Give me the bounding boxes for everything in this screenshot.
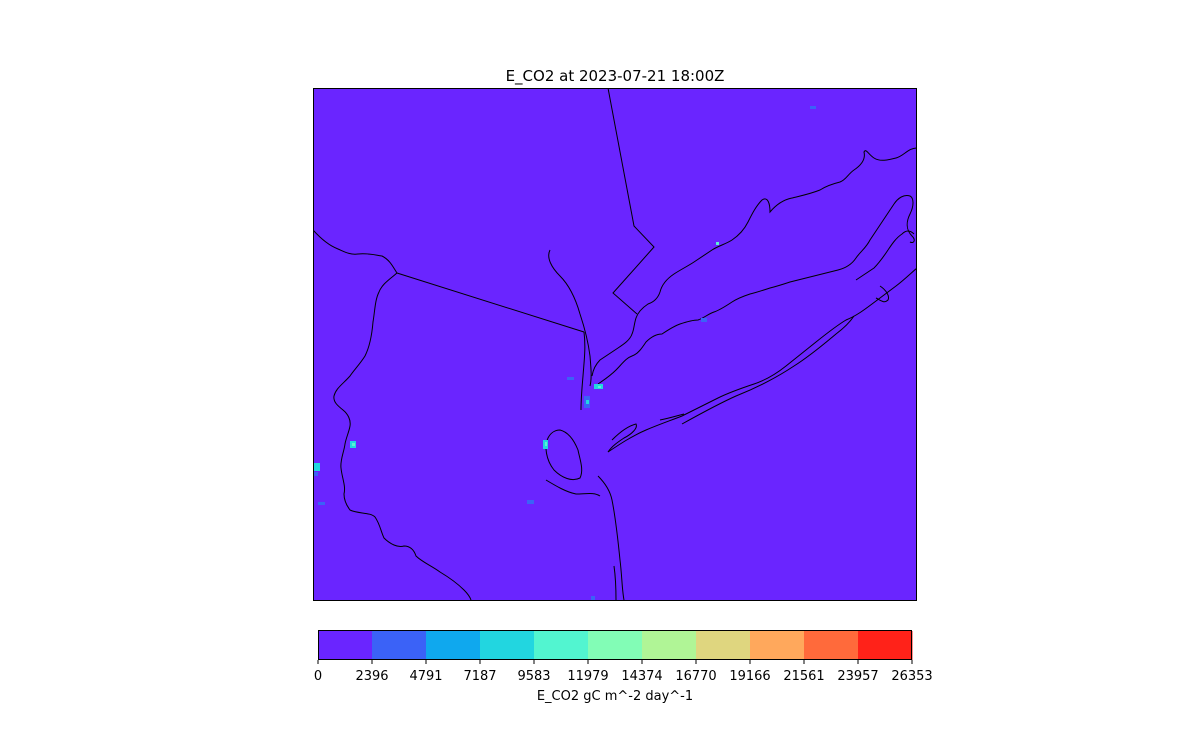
hotspot [567,377,574,380]
barrier-beach-2 [659,413,685,421]
colorbar-tick-label: 23957 [837,669,878,684]
hotspot [586,400,589,404]
li-north-fork [855,230,915,281]
li-south-fork [875,285,889,303]
hotspot [527,500,534,504]
map-frame [313,88,917,601]
colorbar: 0 2396 4791 7187 9583 11979 14374 16770 19166 215… [314,630,933,704]
colorbar-swatches [318,631,913,660]
south-jersey-coast [613,565,617,601]
colorbar-swatch [696,631,751,660]
hudson-west-bank [580,331,586,411]
hotspot [701,318,707,322]
colorbar-tick-label: 26353 [891,669,932,684]
border-ny-nj [396,272,585,333]
colorbar-swatch [480,631,535,660]
ct-coast [591,147,917,377]
hotspot [810,106,816,109]
staten-island [545,429,583,481]
hudson-east-bank [548,249,592,387]
colorbar-tick-label: 7187 [463,669,496,684]
colorbar-ticks: 0 2396 4791 7187 9583 11979 14374 16770 19166 215… [314,660,933,684]
colorbar-tick-label: 0 [314,669,322,684]
plot-title: E_CO2 at 2023-07-21 18:00Z [506,67,725,86]
raritan-bay [545,479,601,497]
hotspot [314,463,320,471]
colorbar-tick-label: 14374 [621,669,662,684]
colorbar-frame [318,630,912,660]
colorbar-tick-label: 4791 [409,669,442,684]
colorbar-tick-label: 9583 [517,669,550,684]
colorbar-tick-label: 21561 [783,669,824,684]
hotspot [314,472,318,476]
hotspot [716,242,719,245]
jamaica-bay [607,423,637,453]
colorbar-swatch [804,631,859,660]
border-nj-pa [313,229,472,601]
hotspot [591,596,595,600]
border-ny-ct [607,88,655,315]
colorbar-label: E_CO2 gC m^-2 day^-1 [537,689,693,704]
long-island-south-shore [607,267,917,453]
hotspot [545,442,547,446]
colorbar-tick-label: 16770 [675,669,716,684]
colorbar-swatch [750,631,805,660]
colorbar-swatch [372,631,427,660]
colorbar-swatch [642,631,697,660]
colorbar-swatch [588,631,643,660]
map-background [313,88,917,601]
sandy-hook [597,475,625,601]
colorbar-swatch [318,631,373,660]
map-panel [313,88,917,601]
colorbar-swatch [426,631,481,660]
colorbar-tick-label: 19166 [729,669,770,684]
colorbar-tick-label: 11979 [567,669,608,684]
colorbar-swatch [858,631,913,660]
barrier-beach [681,315,855,425]
coastlines-and-borders [313,88,917,601]
colorbar-swatch [534,631,589,660]
hotspot [352,443,355,446]
hotspot [318,502,325,505]
long-island-north-shore [597,195,915,385]
hotspot [598,386,601,388]
emission-hotspots [314,106,816,600]
colorbar-tick-label: 2396 [355,669,388,684]
